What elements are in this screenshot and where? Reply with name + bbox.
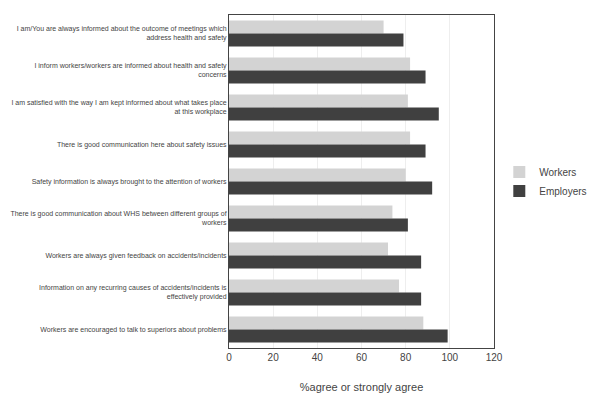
svg-text:I am satisfied with the way I: I am satisfied with the way I am kept in…	[11, 99, 226, 116]
svg-text:100: 100	[441, 352, 458, 363]
svg-text:There is good communication ab: There is good communication about WHS be…	[10, 210, 227, 226]
svg-text:0: 0	[226, 352, 232, 363]
svg-text:60: 60	[356, 352, 368, 363]
svg-text:%agree or strongly agree: %agree or strongly agree	[300, 381, 424, 393]
svg-text:Workers are encouraged to talk: Workers are encouraged to talk to superi…	[40, 326, 227, 334]
svg-text:20: 20	[268, 352, 280, 363]
svg-text:There is good communication he: There is good communication here about s…	[57, 141, 227, 149]
svg-text:Employers: Employers	[539, 186, 586, 197]
svg-text:40: 40	[312, 352, 324, 363]
svg-text:Safety information is always b: Safety information is always brought to …	[32, 178, 227, 186]
svg-text:Workers: Workers	[539, 167, 576, 178]
svg-text:I am/You are always informed a: I am/You are always informed about the o…	[17, 25, 227, 42]
svg-text:Information on any recurring c: Information on any recurring causes of a…	[39, 284, 227, 301]
svg-text:I inform workers/workers are i: I inform workers/workers are informed ab…	[34, 62, 227, 78]
svg-text:120: 120	[486, 352, 503, 363]
svg-text:80: 80	[400, 352, 412, 363]
svg-text:Workers are always given feedb: Workers are always given feedback on acc…	[45, 252, 227, 260]
